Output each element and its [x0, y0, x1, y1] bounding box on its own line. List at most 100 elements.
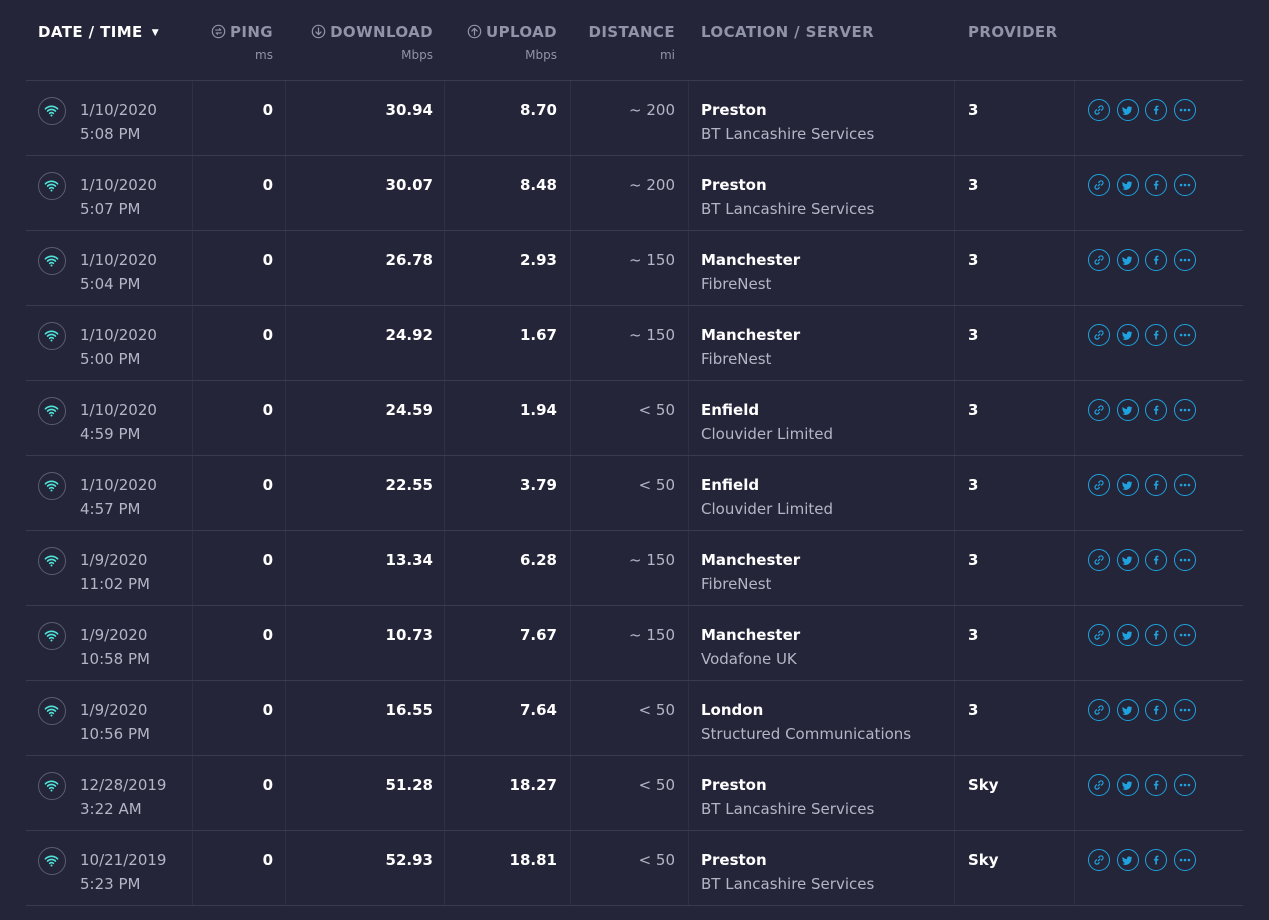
facebook-icon[interactable]	[1145, 399, 1167, 421]
location-cell: Enfield Clouvider Limited	[701, 473, 833, 521]
facebook-icon[interactable]	[1145, 849, 1167, 871]
table-row[interactable]: 1/10/2020 4:59 PM 0 24.59 1.94 < 50 Enfi…	[26, 381, 1243, 456]
link-icon[interactable]	[1088, 624, 1110, 646]
table-row[interactable]: 12/28/2019 3:22 AM 0 51.28 18.27 < 50 Pr…	[26, 756, 1243, 831]
ping-value: 0	[262, 251, 273, 269]
more-icon[interactable]	[1173, 549, 1196, 571]
table-row[interactable]: 10/21/2019 5:23 PM 0 52.93 18.81 < 50 Pr…	[26, 831, 1243, 906]
column-divider	[954, 531, 955, 605]
upload-value: 2.93	[519, 251, 557, 269]
facebook-icon[interactable]	[1145, 699, 1167, 721]
provider-value: 3	[968, 101, 979, 119]
column-divider	[444, 831, 445, 905]
twitter-icon[interactable]	[1116, 249, 1139, 271]
more-icon[interactable]	[1173, 399, 1196, 421]
upload-value: 8.48	[519, 176, 557, 194]
facebook-icon[interactable]	[1145, 774, 1167, 796]
server-city: London	[701, 701, 764, 719]
provider-value: 3	[968, 176, 979, 194]
table-row[interactable]: 1/9/2020 10:56 PM 0 16.55 7.64 < 50 Lond…	[26, 681, 1243, 756]
more-icon[interactable]	[1173, 99, 1196, 121]
more-icon[interactable]	[1173, 699, 1196, 721]
column-divider	[570, 606, 571, 680]
link-icon[interactable]	[1088, 249, 1110, 271]
location-column-header[interactable]: LOCATION / SERVER	[701, 22, 874, 42]
twitter-icon[interactable]	[1116, 324, 1139, 346]
link-icon[interactable]	[1088, 699, 1110, 721]
link-icon[interactable]	[1088, 849, 1110, 871]
location-cell: Manchester FibreNest	[701, 248, 800, 296]
date-time-column-header[interactable]: DATE / TIME ▼	[38, 22, 159, 43]
link-icon[interactable]	[1088, 474, 1110, 496]
table-row[interactable]: 1/9/2020 11:02 PM 0 13.34 6.28 ~ 150 Man…	[26, 531, 1243, 606]
wifi-icon	[38, 697, 66, 725]
table-row[interactable]: 1/10/2020 5:07 PM 0 30.07 8.48 ~ 200 Pre…	[26, 156, 1243, 231]
link-icon[interactable]	[1088, 399, 1110, 421]
server-name: BT Lancashire Services	[701, 875, 875, 893]
test-time: 11:02 PM	[80, 575, 150, 593]
column-divider	[688, 156, 689, 230]
twitter-icon[interactable]	[1116, 624, 1139, 646]
facebook-icon[interactable]	[1145, 174, 1167, 196]
table-row[interactable]: 1/9/2020 10:58 PM 0 10.73 7.67 ~ 150 Man…	[26, 606, 1243, 681]
column-divider	[192, 456, 193, 530]
link-icon[interactable]	[1088, 324, 1110, 346]
column-divider	[444, 531, 445, 605]
upload-value: 1.67	[519, 326, 557, 344]
distance-value: ~ 150	[629, 326, 675, 344]
more-icon[interactable]	[1173, 624, 1196, 646]
facebook-icon[interactable]	[1145, 324, 1167, 346]
link-icon[interactable]	[1088, 549, 1110, 571]
more-icon[interactable]	[1173, 324, 1196, 346]
twitter-icon[interactable]	[1116, 699, 1139, 721]
wifi-icon	[38, 772, 66, 800]
column-divider	[192, 531, 193, 605]
column-divider	[954, 231, 955, 305]
location-cell: London Structured Communications	[701, 698, 911, 746]
upload-unit: Mbps	[525, 48, 557, 62]
more-icon[interactable]	[1173, 249, 1196, 271]
more-icon[interactable]	[1173, 774, 1196, 796]
table-row[interactable]: 1/10/2020 5:04 PM 0 26.78 2.93 ~ 150 Man…	[26, 231, 1243, 306]
more-icon[interactable]	[1173, 474, 1196, 496]
table-row[interactable]: 1/10/2020 5:00 PM 0 24.92 1.67 ~ 150 Man…	[26, 306, 1243, 381]
link-icon[interactable]	[1088, 99, 1110, 121]
more-icon[interactable]	[1173, 849, 1196, 871]
results-rows: 1/10/2020 5:08 PM 0 30.94 8.70 ~ 200 Pre…	[26, 81, 1243, 906]
more-icon[interactable]	[1173, 174, 1196, 196]
twitter-icon[interactable]	[1116, 549, 1139, 571]
download-column-header[interactable]: DOWNLOAD Mbps	[311, 22, 433, 63]
twitter-icon[interactable]	[1116, 474, 1139, 496]
table-row[interactable]: 1/10/2020 4:57 PM 0 22.55 3.79 < 50 Enfi…	[26, 456, 1243, 531]
column-divider	[688, 381, 689, 455]
column-divider	[954, 381, 955, 455]
twitter-icon[interactable]	[1116, 849, 1139, 871]
column-divider	[954, 681, 955, 755]
provider-column-header[interactable]: PROVIDER	[968, 22, 1058, 42]
upload-column-header[interactable]: UPLOAD Mbps	[467, 22, 557, 63]
distance-label: DISTANCE	[588, 23, 675, 41]
twitter-icon[interactable]	[1116, 174, 1139, 196]
ping-value: 0	[262, 551, 273, 569]
distance-column-header[interactable]: DISTANCE mi	[588, 22, 675, 63]
link-icon[interactable]	[1088, 774, 1110, 796]
facebook-icon[interactable]	[1145, 474, 1167, 496]
twitter-icon[interactable]	[1116, 99, 1139, 121]
ping-column-header[interactable]: PING ms	[211, 22, 273, 63]
column-divider	[688, 681, 689, 755]
upload-value: 7.67	[519, 626, 557, 644]
facebook-icon[interactable]	[1145, 99, 1167, 121]
column-divider	[688, 456, 689, 530]
test-time: 4:59 PM	[80, 425, 141, 443]
facebook-icon[interactable]	[1145, 549, 1167, 571]
twitter-icon[interactable]	[1116, 399, 1139, 421]
table-row[interactable]: 1/10/2020 5:08 PM 0 30.94 8.70 ~ 200 Pre…	[26, 81, 1243, 156]
test-time: 5:07 PM	[80, 200, 141, 218]
facebook-icon[interactable]	[1145, 624, 1167, 646]
column-divider	[954, 81, 955, 155]
column-divider	[444, 306, 445, 380]
twitter-icon[interactable]	[1116, 774, 1139, 796]
facebook-icon[interactable]	[1145, 249, 1167, 271]
link-icon[interactable]	[1088, 174, 1110, 196]
column-divider	[570, 531, 571, 605]
